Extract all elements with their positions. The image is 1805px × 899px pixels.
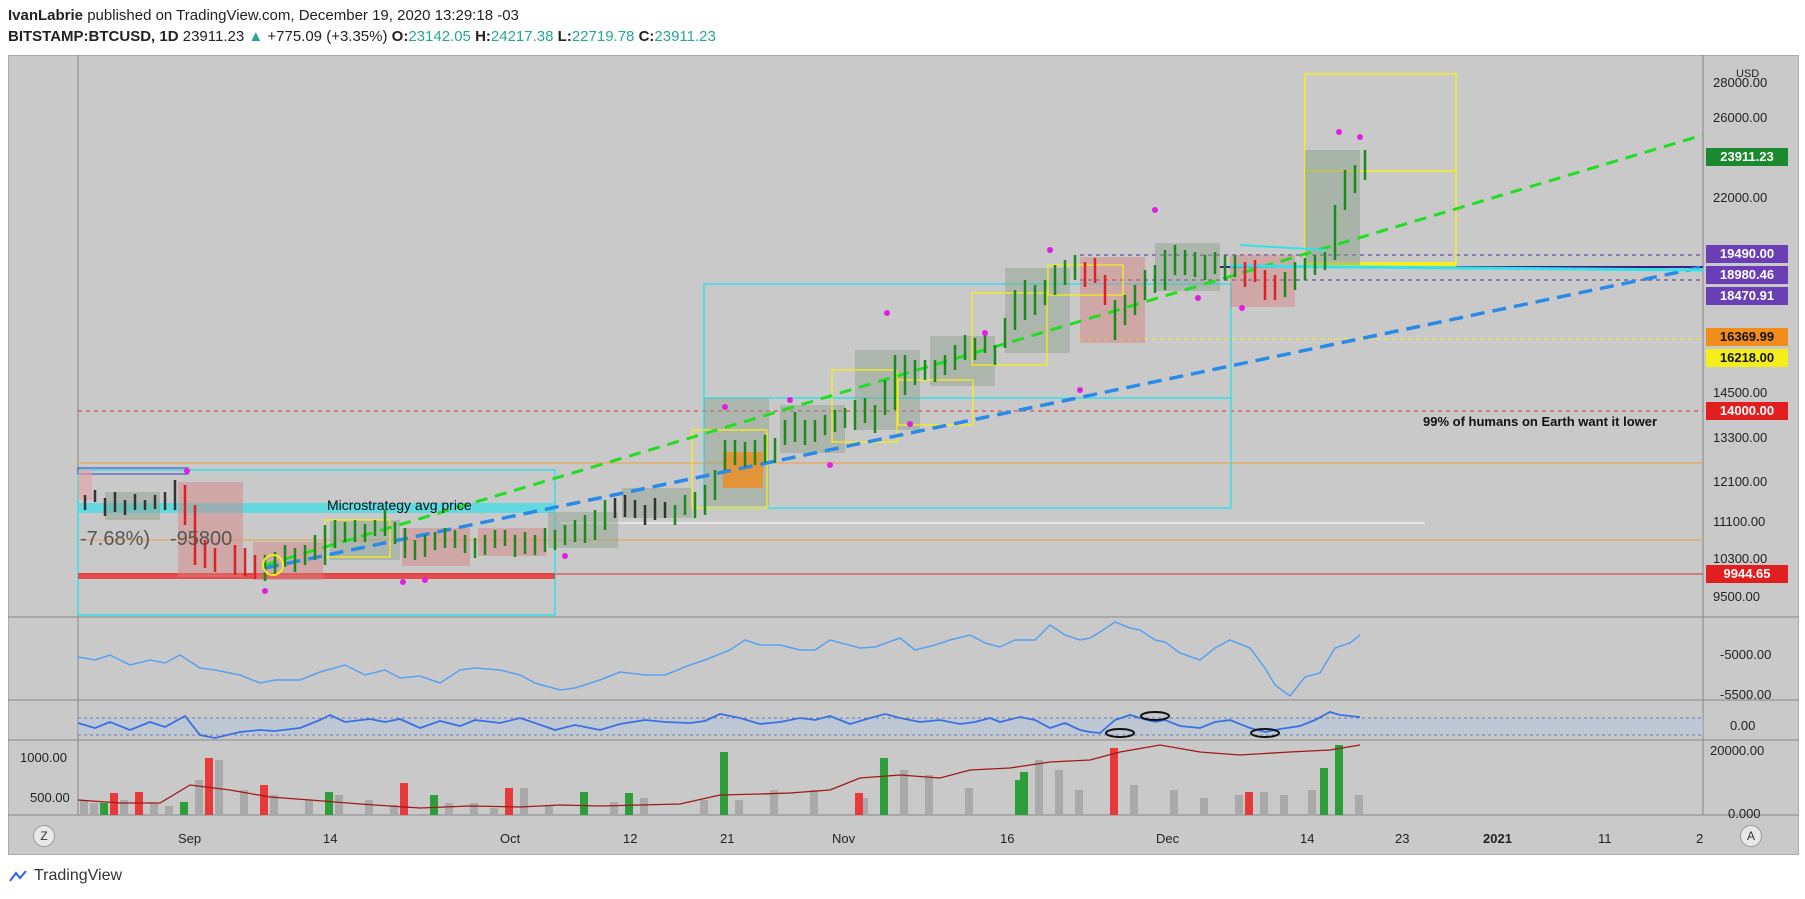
osc2-mark-2 xyxy=(1140,711,1170,721)
green-shade-right xyxy=(1305,150,1360,265)
high-label: H: xyxy=(475,28,491,45)
publish-text: published on TradingView.com, December 1… xyxy=(87,7,519,24)
osc1-line xyxy=(77,621,1361,698)
time-tick: Oct xyxy=(500,831,521,846)
price-tick: 26000.00 xyxy=(1713,110,1768,125)
trendline-cyan-2 xyxy=(1239,244,1326,251)
osc1-tick: -5000.00 xyxy=(1720,647,1772,662)
pink-box-left xyxy=(78,470,92,500)
blue-box-left xyxy=(77,467,189,475)
up-arrow-icon: ▲ xyxy=(248,28,264,45)
time-tick: Dec xyxy=(1156,831,1180,846)
price-tick: 9500.00 xyxy=(1713,589,1760,604)
time-tick: 21 xyxy=(720,831,735,846)
zoom-reset-button[interactable]: Z xyxy=(33,825,55,847)
highlight-circle xyxy=(262,554,284,576)
annotation-microstrategy[interactable]: Microstrategy avg price xyxy=(327,497,472,513)
trendline-blue xyxy=(264,265,1704,570)
author-name[interactable]: IvanLabrie xyxy=(8,7,84,24)
last-price: 23911.23 xyxy=(182,28,245,45)
trendline-cyan xyxy=(1229,264,1704,272)
time-tick: Sep xyxy=(178,831,202,846)
vol-right-tick: 20000.00 xyxy=(1710,743,1765,758)
price-tag-19490: 19490.00 xyxy=(1706,245,1788,263)
volume-ma-line xyxy=(77,744,1361,809)
time-tick: 16 xyxy=(1000,831,1015,846)
price-tag-18980: 18980.46 xyxy=(1706,266,1788,284)
signal-dots xyxy=(184,129,1363,594)
tradingview-logo[interactable]: TradingView xyxy=(8,867,122,885)
close-label: C: xyxy=(638,28,655,45)
close-value: 23911.23 xyxy=(654,28,716,45)
vol-left-tick: 500.00 xyxy=(30,790,70,805)
vol-right-tick: 0.000 xyxy=(1728,806,1761,821)
price-tag-9944: 9944.65 xyxy=(1706,565,1788,583)
chart-publish-info: IvanLabrie published on TradingView.com,… xyxy=(8,7,519,24)
volume-bars-green xyxy=(100,745,1343,815)
annotation-humans[interactable]: 99% of humans on Earth want it lower xyxy=(1423,414,1658,429)
price-tag-14000: 14000.00 xyxy=(1706,402,1788,420)
currency-label[interactable]: USD xyxy=(1736,68,1760,80)
price-tag-last: 23911.23 xyxy=(1706,148,1788,166)
time-tick: Nov xyxy=(832,831,856,846)
auto-scale-button[interactable]: A xyxy=(1740,825,1762,847)
red-band-left xyxy=(78,573,555,579)
symbol-label[interactable]: BITSTAMP:BTCUSD, 1D xyxy=(8,28,179,45)
shade-boxes xyxy=(105,243,1295,580)
price-tick: 11100.00 xyxy=(1713,514,1766,529)
price-bars xyxy=(83,150,1367,581)
time-tick: 23 xyxy=(1395,831,1410,846)
time-tick: 2021 xyxy=(1483,831,1512,846)
low-label: L: xyxy=(557,28,572,45)
yellow-band-right xyxy=(1305,262,1456,268)
osc2-line xyxy=(77,711,1361,739)
range-box-middle xyxy=(703,283,1232,509)
osc2-band xyxy=(78,718,1703,735)
price-change: +775.09 (+3.35%) xyxy=(267,28,388,45)
time-tick: 14 xyxy=(323,831,338,846)
time-tick: 14 xyxy=(1300,831,1315,846)
price-tick: 22000.00 xyxy=(1713,190,1768,205)
price-tick: 10300.00 xyxy=(1713,551,1768,566)
annotation-left-num: -95800 xyxy=(170,528,233,550)
ohlc-legend: BITSTAMP:BTCUSD, 1D 23911.23 ▲ +775.09 (… xyxy=(8,28,716,45)
osc2-mark-1 xyxy=(1105,728,1135,738)
microstrategy-band xyxy=(78,503,555,513)
price-tick: 28000.00 xyxy=(1713,75,1768,90)
price-tick: 13300.00 xyxy=(1713,430,1768,445)
price-tick: 12100.00 xyxy=(1713,474,1768,489)
high-value: 24217.38 xyxy=(490,28,554,45)
volume-bars xyxy=(80,760,1363,815)
osc2-tick: 0.00 xyxy=(1730,718,1756,733)
open-label: O: xyxy=(391,28,409,45)
price-tag-18470: 18470.91 xyxy=(1706,287,1788,305)
price-tag-16369: 16369.99 xyxy=(1706,328,1788,346)
time-tick: 12 xyxy=(623,831,638,846)
vol-left-tick: 1000.00 xyxy=(20,750,67,765)
time-tick: 11 xyxy=(1598,831,1612,846)
brand-name: TradingView xyxy=(34,867,123,884)
osc1-tick: -5500.00 xyxy=(1720,687,1772,702)
low-value: 22719.78 xyxy=(571,28,635,45)
time-tick: 2 xyxy=(1696,831,1704,846)
open-value: 23142.05 xyxy=(408,28,471,45)
price-tick: 14500.00 xyxy=(1713,385,1768,400)
tradingview-icon xyxy=(9,870,27,882)
price-tag-16218: 16218.00 xyxy=(1706,349,1788,367)
annotation-left-pct: -7.68%) xyxy=(80,528,151,550)
osc2-mark-3 xyxy=(1250,728,1280,738)
